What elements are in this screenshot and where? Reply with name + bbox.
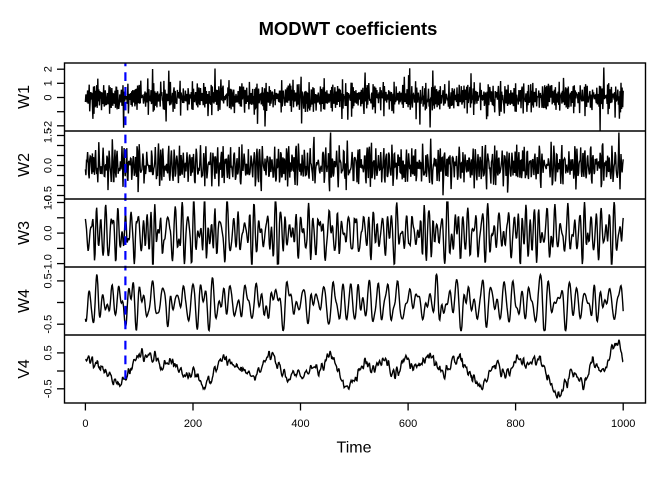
svg-text:-0.5: -0.5 — [43, 186, 55, 205]
svg-text:600: 600 — [399, 418, 417, 430]
svg-text:W1: W1 — [16, 85, 33, 109]
svg-text:1: 1 — [43, 80, 55, 86]
svg-text:400: 400 — [291, 418, 309, 430]
svg-text:0.5: 0.5 — [43, 273, 55, 288]
svg-text:200: 200 — [184, 418, 202, 430]
svg-text:V4: V4 — [16, 359, 33, 379]
svg-text:-1.0: -1.0 — [43, 254, 55, 273]
svg-text:-0.5: -0.5 — [43, 379, 55, 398]
svg-text:-0.5: -0.5 — [43, 315, 55, 334]
svg-text:0.0: 0.0 — [43, 225, 55, 240]
svg-text:1.0: 1.0 — [43, 195, 55, 210]
svg-text:0: 0 — [43, 94, 55, 100]
svg-text:0.5: 0.5 — [43, 345, 55, 360]
svg-text:0: 0 — [82, 418, 88, 430]
svg-text:-2: -2 — [43, 121, 55, 131]
svg-text:800: 800 — [506, 418, 524, 430]
svg-text:W3: W3 — [16, 221, 33, 245]
svg-text:1.5: 1.5 — [43, 128, 55, 143]
svg-text:W4: W4 — [16, 289, 33, 313]
svg-text:1000: 1000 — [611, 418, 635, 430]
svg-text:W2: W2 — [16, 153, 33, 177]
svg-text:Time: Time — [337, 440, 372, 457]
svg-text:MODWT coefficients: MODWT coefficients — [259, 18, 438, 39]
svg-text:0.0: 0.0 — [43, 158, 55, 173]
svg-text:2: 2 — [43, 66, 55, 72]
